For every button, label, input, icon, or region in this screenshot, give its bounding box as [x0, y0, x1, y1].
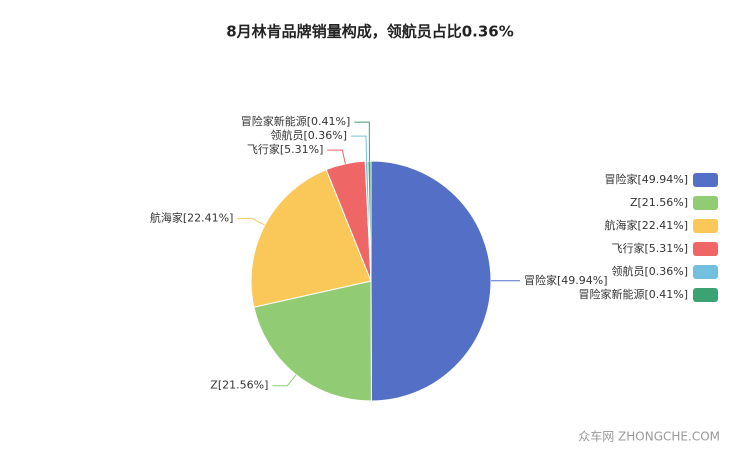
label-line	[272, 374, 297, 387]
data-label: 冒险家[49.94%]	[524, 273, 608, 287]
data-label: 飞行家[5.31%]	[247, 142, 324, 156]
legend-label: 冒险家新能源[0.41%]	[578, 287, 688, 301]
data-label: 领航员[0.36%]	[271, 128, 348, 142]
data-label: 冒险家新能源[0.41%]	[241, 114, 351, 128]
label-line	[351, 135, 368, 162]
legend-label: 领航员[0.36%]	[611, 264, 688, 278]
pie-slice	[367, 160, 372, 282]
legend-label: 航海家[22.41%]	[604, 218, 688, 232]
data-label: Z[21.56%]	[210, 379, 268, 392]
pie-slice	[250, 169, 372, 308]
label-line	[354, 121, 370, 162]
label-line	[327, 149, 346, 164]
data-label: 航海家[22.41%]	[150, 211, 234, 225]
legend-swatch	[693, 288, 718, 302]
watermark: 众车网 ZHONGCHE.COM	[578, 429, 720, 444]
pie-slice	[370, 160, 492, 402]
legend-label: 冒险家[49.94%]	[604, 172, 688, 186]
chart-title: 8月林肯品牌销量构成，领航员占比0.36%	[226, 23, 513, 41]
legend-swatch	[693, 219, 718, 233]
label-line	[237, 218, 266, 226]
legend-label: Z[21.56%]	[630, 196, 688, 209]
legend-swatch	[693, 173, 718, 187]
legend-swatch	[693, 242, 718, 256]
legend-swatch	[693, 196, 718, 210]
legend-label: 飞行家[5.31%]	[611, 241, 688, 255]
legend-swatch	[693, 265, 718, 279]
